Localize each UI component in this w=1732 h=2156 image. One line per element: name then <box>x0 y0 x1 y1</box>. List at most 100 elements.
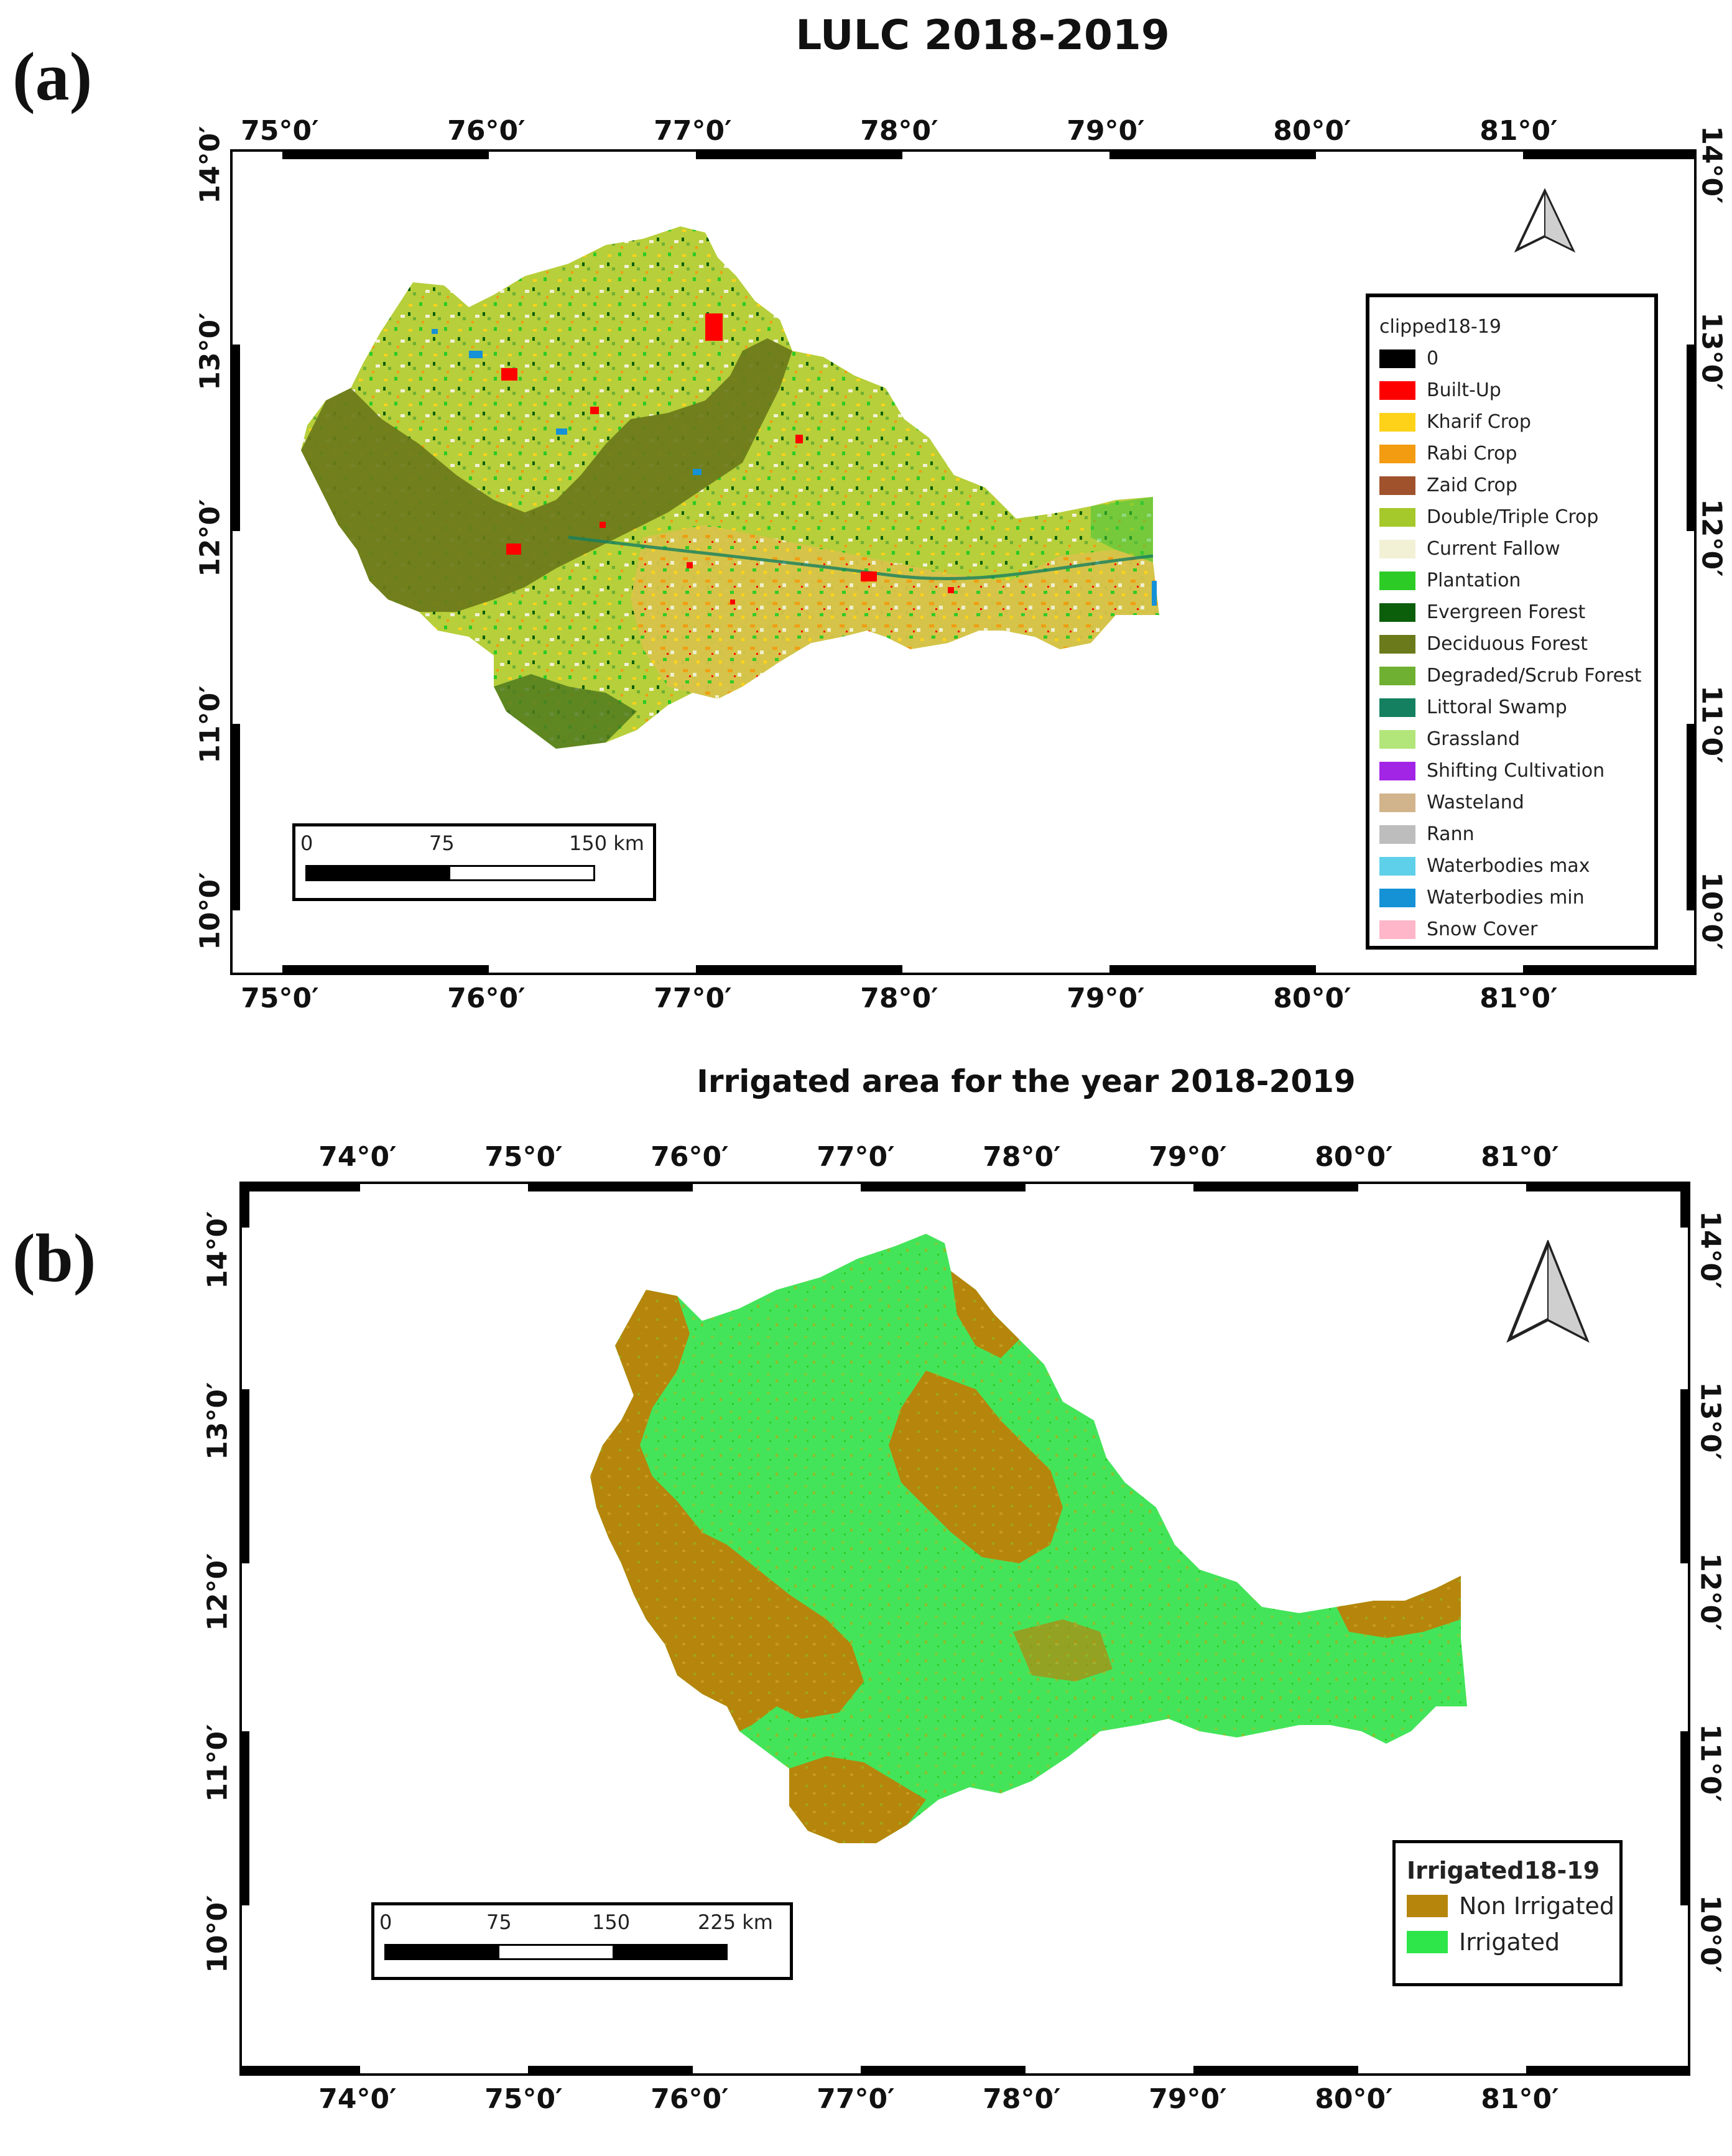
panel-a-legend-label: Degraded/Scrub Forest <box>1427 665 1642 687</box>
panel_b-left-tick: 13°0′ <box>201 1382 234 1460</box>
panel-a-north-arrow-icon <box>1514 188 1576 253</box>
panel-a-legend-swatch <box>1379 793 1415 812</box>
panel-a-scale-label-1: 75 <box>429 831 455 855</box>
panel-b-scale-label-1: 75 <box>486 1910 512 1934</box>
panel_a-left-tick: 13°0′ <box>194 312 226 391</box>
panel-b-irrigation-region <box>590 1234 1467 1843</box>
panel-a-legend-swatch <box>1379 729 1415 749</box>
panel_b-right-tick: 11°0′ <box>1694 1724 1726 1802</box>
panel-b-nonirrigated-west <box>590 1290 864 1731</box>
panel_b-right-tick: 13°0′ <box>1694 1382 1726 1460</box>
panel-a-legend-label: 0 <box>1427 348 1439 369</box>
panel_b-bottom-tick: 75°0′ <box>484 2083 563 2115</box>
panel_a-right-tick: 10°0′ <box>1695 872 1728 950</box>
panel-b-nonirrigated-central <box>889 1371 1063 1563</box>
panel_b-right-tick: 12°0′ <box>1694 1553 1726 1631</box>
panel_a-left-tick: 10°0′ <box>194 872 226 950</box>
panel-a-legend-item: Rann <box>1379 818 1654 850</box>
panel-a-legend-label: Double/Triple Crop <box>1427 506 1599 528</box>
panel_b-top-tick: 75°0′ <box>484 1141 563 1173</box>
panel-a-legend-title: clipped18-19 <box>1379 316 1501 338</box>
panel_b-top-tick: 76°0′ <box>651 1141 729 1173</box>
panel_b-left-tick: 10°0′ <box>201 1895 234 1973</box>
panel_a-bottom-tick: 76°0′ <box>447 983 526 1014</box>
panel-a-legend-label: Waterbodies max <box>1427 855 1590 877</box>
panel-a-legend-item: Shifting Cultivation <box>1379 755 1654 787</box>
panel-b-north-arrow-icon <box>1506 1240 1590 1343</box>
panel-a-scale-label-0: 0 <box>300 831 313 855</box>
panel_a-bottom-tick: 79°0′ <box>1067 983 1145 1014</box>
panel-b-scale-bar: 0 75 150 225 km <box>371 1902 793 1980</box>
panel-a-south-plain <box>631 525 1159 699</box>
panel-a-legend: clipped18-19 0 Built-Up Kharif Crop Rabi Cr… <box>1366 294 1658 950</box>
panel-a-waterbodies <box>432 329 1157 606</box>
panel-a-legend-item: Built-Up <box>1379 374 1654 406</box>
panel-a-legend-item: Grassland <box>1379 723 1654 755</box>
panel-a-legend-swatch <box>1379 349 1415 368</box>
panel-a-legend-swatch <box>1379 412 1415 432</box>
panel_b-top-tick: 81°0′ <box>1481 1141 1559 1173</box>
panel_a-top-tick: 80°0′ <box>1273 115 1351 147</box>
panel_b-left-tick: 11°0′ <box>201 1724 234 1802</box>
panel-a-legend-label: Plantation <box>1427 570 1521 591</box>
panel_a-left-tick: 14°0′ <box>194 126 226 204</box>
panel-a-legend-swatch <box>1379 825 1415 844</box>
panel-b-map-frame: Irrigated18-19 Non Irrigated Irrigated 0 … <box>239 1182 1690 2076</box>
panel-a-legend-swatch <box>1379 698 1415 717</box>
panel_a-top-tick: 79°0′ <box>1067 115 1145 147</box>
panel_a-left-tick: 12°0′ <box>194 499 226 577</box>
panel-a-legend-item: Deciduous Forest <box>1379 628 1654 660</box>
panel-b-nonirrigated-patch <box>1013 1619 1113 1682</box>
panel-a-scale-bar-graphic <box>305 865 595 881</box>
panel_b-top-tick: 77°0′ <box>817 1141 895 1173</box>
panel_a-top-tick: 77°0′ <box>654 115 732 147</box>
panel-b-legend-item: Irrigated <box>1407 1924 1619 1960</box>
panel-a-legend-item: Rabi Crop <box>1379 438 1654 470</box>
panel-a-legend-items: 0 Built-Up Kharif Crop Rabi Crop Zaid Crop Do… <box>1379 343 1654 945</box>
panel-a-legend-item: Degraded/Scrub Forest <box>1379 660 1654 692</box>
panel-a-legend-label: Wasteland <box>1427 792 1524 813</box>
panel-a-legend-item: Littoral Swamp <box>1379 692 1654 723</box>
panel-b-scale-label-2: 150 <box>592 1910 631 1934</box>
panel-b-legend-item: Non Irrigated <box>1407 1888 1619 1924</box>
panel-a-legend-label: Evergreen Forest <box>1427 601 1586 623</box>
panel-a-legend-label: Waterbodies min <box>1427 887 1585 909</box>
panel-a-legend-item: Current Fallow <box>1379 533 1654 565</box>
panel_b-top-tick: 79°0′ <box>1149 1141 1227 1173</box>
panel-a-legend-swatch <box>1379 444 1415 463</box>
panel-b-title: Irrigated area for the year 2018-2019 <box>697 1063 1356 1099</box>
panel_a-bottom-tick: 77°0′ <box>654 983 732 1014</box>
panel-a-legend-swatch <box>1379 856 1415 876</box>
panel-a-legend-item: Zaid Crop <box>1379 470 1654 501</box>
panel-a-legend-label: Shifting Cultivation <box>1427 760 1605 782</box>
panel_a-bottom-tick: 80°0′ <box>1273 983 1351 1014</box>
panel_a-bottom-tick: 78°0′ <box>860 983 938 1014</box>
panel-a-delta-region <box>1091 497 1153 562</box>
panel-a-neatline <box>233 152 1694 973</box>
panel-a-legend-item: Wasteland <box>1379 787 1654 818</box>
panel-a-legend-item: Plantation <box>1379 565 1654 596</box>
panel-a-legend-item: 0 <box>1379 343 1654 374</box>
panel-a-legend-label: Rabi Crop <box>1427 443 1517 465</box>
panel-a-legend-swatch <box>1379 476 1415 495</box>
panel-a-legend-swatch <box>1379 920 1415 939</box>
panel_a-top-tick: 75°0′ <box>241 115 319 147</box>
panel-a-builtup-spots <box>501 313 954 604</box>
panel_b-bottom-tick: 79°0′ <box>1149 2083 1227 2115</box>
panel-a-letter: (a) <box>12 39 93 114</box>
panel-a-legend-label: Current Fallow <box>1427 538 1560 560</box>
panel_a-bottom-tick: 81°0′ <box>1480 983 1558 1014</box>
panel-a-legend-swatch <box>1379 634 1415 654</box>
panel_a-bottom-tick: 75°0′ <box>241 983 319 1014</box>
panel-a-legend-swatch <box>1379 761 1415 780</box>
panel_a-right-tick: 14°0′ <box>1695 126 1728 204</box>
panel-b-neatline <box>242 1184 1688 2073</box>
panel-b-legend: Irrigated18-19 Non Irrigated Irrigated <box>1392 1840 1623 1986</box>
panel_b-bottom-tick: 81°0′ <box>1481 2083 1559 2115</box>
panel-a-legend-swatch <box>1379 603 1415 622</box>
panel-a-title: LULC 2018-2019 <box>795 11 1170 59</box>
panel_a-top-tick: 81°0′ <box>1480 115 1558 147</box>
panel-b-scale-bar-graphic <box>384 1944 728 1960</box>
panel-a-scale-bar: 0 75 150 km <box>292 823 656 901</box>
panel-a-legend-label: Snow Cover <box>1427 918 1538 940</box>
